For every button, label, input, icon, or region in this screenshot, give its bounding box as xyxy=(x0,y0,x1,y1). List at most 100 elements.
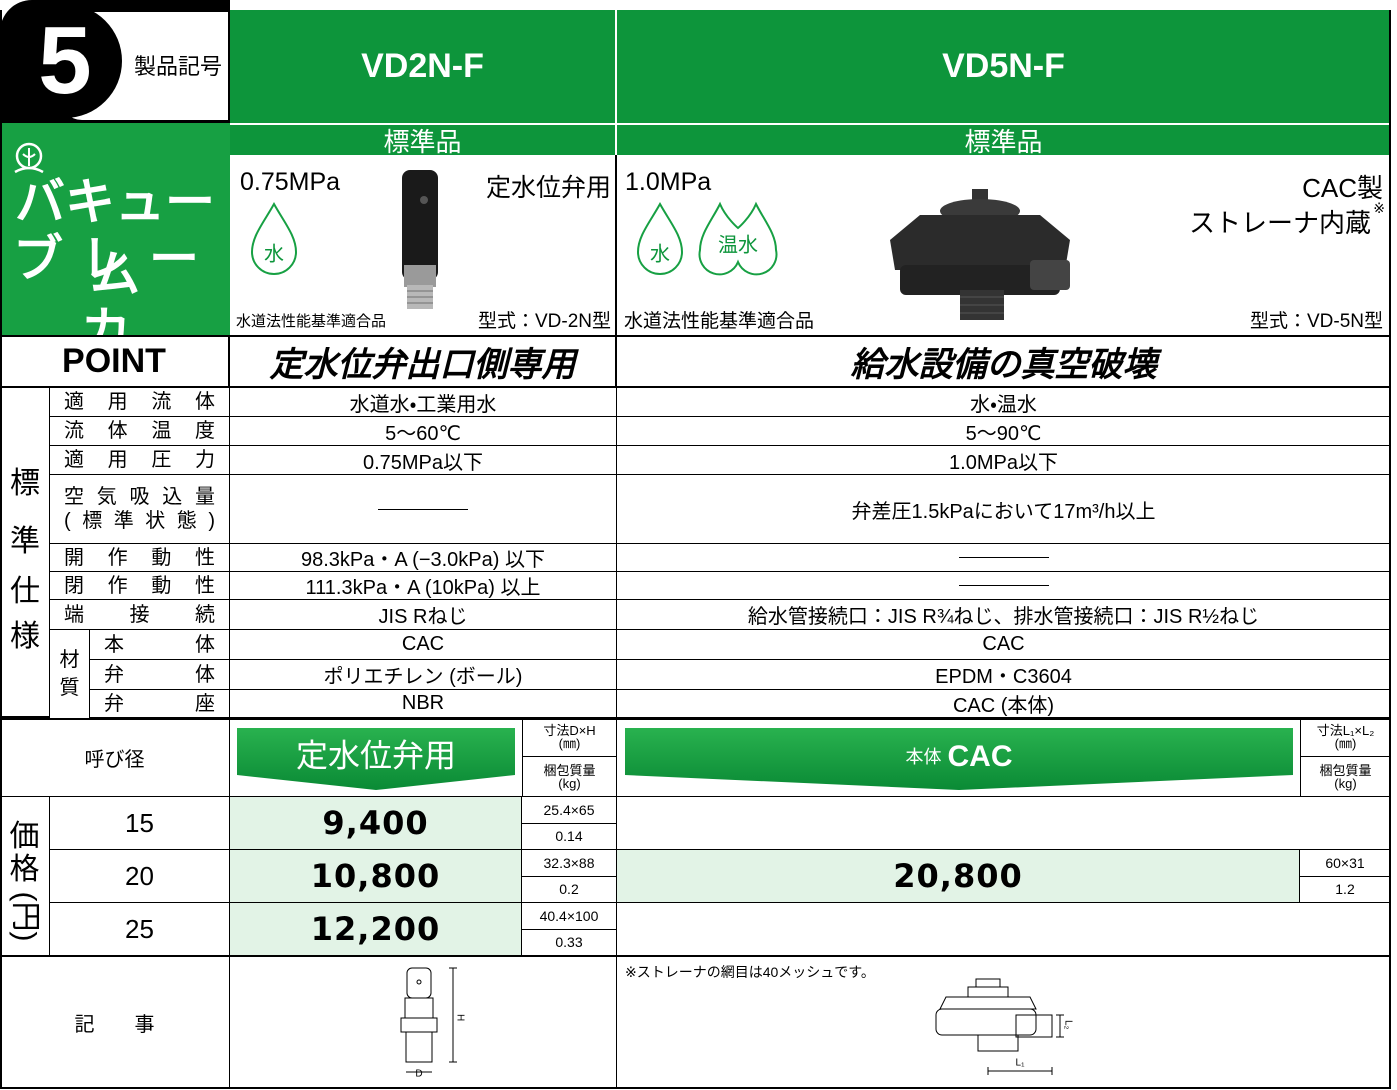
media-icon: 水 xyxy=(250,201,298,275)
pressure: 0.75MPa xyxy=(240,168,341,196)
size-text: 20 xyxy=(125,860,154,891)
spec-value: ポリエチレン (ボール) xyxy=(230,660,617,690)
dims: 32.3×88 xyxy=(543,854,595,871)
pressure: 1.0MPa xyxy=(625,168,712,196)
spec-value-text: 5〜90℃ xyxy=(965,422,1042,445)
price-cell: 12,200 xyxy=(230,903,522,956)
price-header: 本体 CAC xyxy=(625,728,1293,790)
dims: 60×31 xyxy=(1325,854,1365,871)
dims-label: 寸法L₁×L₂ (㎜) xyxy=(1300,718,1390,757)
spec-label-text: 弁体 xyxy=(104,663,215,686)
spec-label-text: 空気吸込量 xyxy=(64,486,215,508)
spec-label: 本体 xyxy=(90,630,230,660)
media-label: 水 xyxy=(264,242,284,265)
price-label-char: 格 xyxy=(9,852,40,886)
price-header-title: 定水位弁用 xyxy=(296,737,456,773)
spec-value-text: 0.75MPa以下 xyxy=(362,451,484,474)
spec-value-text: 水・温水 xyxy=(970,393,1037,416)
spec-value: 0.75MPa以下 xyxy=(230,446,617,475)
spec-value: 98.3kPa・A (−3.0kPa) 以下 xyxy=(230,544,617,572)
spec-group-char: 仕 xyxy=(10,575,40,608)
price-cell: 20,800 xyxy=(617,850,1300,903)
product-image xyxy=(402,170,438,309)
drawing-label: D xyxy=(415,1069,422,1080)
spec-label-text: 端接続 xyxy=(64,603,215,626)
spec-value: 水・温水 xyxy=(617,388,1390,417)
section-number: 5 xyxy=(8,4,122,118)
price: 20,800 xyxy=(893,857,1023,895)
certification: 水道法性能基準適合品 xyxy=(236,313,387,330)
spec-group-char: 準 xyxy=(10,525,40,558)
spec-value xyxy=(617,544,1390,572)
size: 15 xyxy=(50,797,230,850)
drawing-label: L₁ xyxy=(1016,1058,1026,1069)
price-label: 価 格 (円) xyxy=(0,797,50,956)
spec-label: 弁座 xyxy=(90,690,230,718)
weight-cell: 1.2 xyxy=(1300,877,1390,903)
price-label-char: 価 xyxy=(9,819,40,853)
spec-value-text: EPDM・C3604 xyxy=(935,666,1072,688)
application: CAC製 xyxy=(1302,173,1383,203)
spec-group-char: 様 xyxy=(10,620,40,653)
spec-value-text: 水道水・工業用水 xyxy=(349,393,497,416)
dims-cell: 32.3×88 xyxy=(522,850,617,877)
size: 20 xyxy=(50,850,230,903)
not-applicable xyxy=(378,508,468,510)
remarks-cell xyxy=(230,956,617,1088)
spec-label: 閉作動性 xyxy=(50,572,230,600)
eco-icon xyxy=(14,142,44,174)
spec-value: JIS Rねじ xyxy=(230,600,617,630)
spec-value: EPDM・C3604 xyxy=(617,660,1390,690)
spec-label-text: 流体温度 xyxy=(64,420,215,442)
spec-label-text: 適用圧力 xyxy=(64,449,215,471)
spec-value-text: 弁差圧1.5kPaにおいて17m³/h以上 xyxy=(851,500,1156,523)
spec-label: 適用流体 xyxy=(50,388,230,417)
spec-value-text: CAC xyxy=(401,633,445,655)
spec-value-text: 98.3kPa・A (−3.0kPa) 以下 xyxy=(300,549,545,571)
spec-label: 開作動性 xyxy=(50,544,230,572)
application: ストレーナ内蔵 xyxy=(1188,208,1371,238)
drawing: D H xyxy=(400,967,465,1080)
weight-cell: 0.14 xyxy=(522,823,617,850)
category-block xyxy=(0,123,230,335)
point-text: 定水位弁出口側専用 xyxy=(230,335,617,388)
dims: 25.4×65 xyxy=(543,801,595,818)
spec-value: 弁差圧1.5kPaにおいて17m³/h以上 xyxy=(617,475,1390,544)
point-text: 給水設備の真空破壊 xyxy=(617,335,1390,388)
grade: 標準品 xyxy=(230,123,617,157)
dims-label: 寸法D×H (㎜) xyxy=(522,718,617,757)
weight: 0.14 xyxy=(555,828,583,845)
point-label: POINT xyxy=(0,335,230,388)
weight: 1.2 xyxy=(1335,881,1355,898)
spec-value-text: 5〜60℃ xyxy=(385,422,461,445)
spec-value-text: NBR xyxy=(401,692,445,714)
price: 10,800 xyxy=(310,857,441,895)
dims-label-line: 寸法D×H xyxy=(543,723,596,738)
weight-cell: 0.2 xyxy=(522,876,617,903)
price: 12,200 xyxy=(310,910,441,948)
spec-label: 空気吸込量 (標準状態) xyxy=(50,475,230,544)
spec-value xyxy=(617,572,1390,600)
weight-label: 梱包質量 (kg) xyxy=(1300,757,1390,797)
price-cell: 9,400 xyxy=(230,797,522,850)
remarks-note: ※ストレーナの網目は40メッシュです。 xyxy=(625,964,875,980)
category-line: ブレーカ xyxy=(0,231,230,359)
model: 型式：VD-2N型 xyxy=(477,311,611,332)
price-cell: 10,800 xyxy=(230,850,522,903)
spec-value-text: ポリエチレン (ボール) xyxy=(323,666,523,688)
dims-label-line: (㎜) xyxy=(1334,736,1357,751)
divider xyxy=(0,956,1391,957)
spec-value: 111.3kPa・A (10kPa) 以上 xyxy=(230,572,617,600)
drawing-label: L₂ xyxy=(1062,1020,1073,1030)
weight-cell: 0.33 xyxy=(522,929,617,956)
remarks-label: 記事 xyxy=(0,956,230,1088)
header-label: 製品記号 xyxy=(133,54,222,79)
dims: 40.4×100 xyxy=(539,907,599,924)
weight-label-line: (kg) xyxy=(1334,776,1357,791)
application-note: ※ xyxy=(1373,200,1385,216)
spec-label-text: 開作動性 xyxy=(64,546,215,569)
spec-label: 流体温度 xyxy=(50,417,230,446)
spec-value: CAC (本体) xyxy=(617,690,1390,718)
spec-label-text: 適用流体 xyxy=(64,391,215,413)
spec-value: NBR xyxy=(230,690,617,718)
